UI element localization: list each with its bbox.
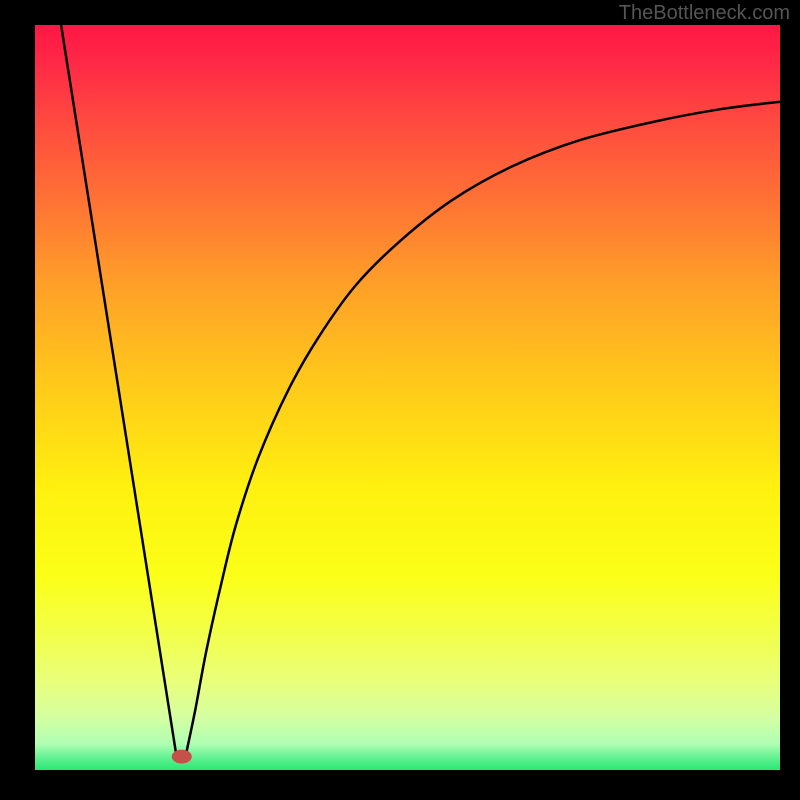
chart-container: TheBottleneck.com bbox=[0, 0, 800, 800]
watermark-text: TheBottleneck.com bbox=[619, 2, 790, 25]
bottleneck-chart bbox=[0, 0, 800, 800]
bottleneck-marker bbox=[172, 750, 192, 764]
gradient-background bbox=[35, 25, 780, 770]
